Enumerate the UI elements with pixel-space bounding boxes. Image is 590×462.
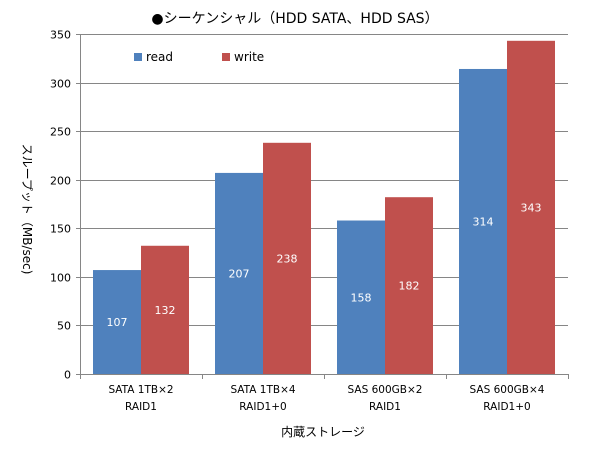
y-axis-ticks: 0 50 100 150 200 250 300 350: [50, 29, 80, 382]
data-label-write: 132: [155, 304, 176, 317]
bar-write: [141, 245, 189, 374]
x-category-label: RAID1+0: [239, 401, 286, 413]
bar-write: [507, 40, 555, 375]
bar-read: [93, 270, 141, 374]
data-label-write: 182: [399, 280, 420, 293]
y-tick-label: 150: [50, 223, 71, 236]
data-label-read: 207: [229, 267, 250, 280]
y-tick-label: 50: [57, 320, 71, 333]
data-label-read: 314: [473, 215, 494, 228]
data-label-write: 238: [277, 252, 298, 265]
bars: [93, 40, 555, 375]
data-label-write: 343: [521, 201, 542, 214]
x-category-label: RAID1+0: [483, 401, 530, 413]
x-category-label: SATA 1TB×2: [108, 384, 173, 396]
data-label-read: 158: [351, 291, 372, 304]
bar-read: [215, 172, 263, 374]
x-category-label: RAID1: [369, 401, 401, 413]
y-tick-label: 300: [50, 78, 71, 91]
bar-write: [263, 142, 311, 374]
x-category-label: RAID1: [125, 401, 157, 413]
y-tick-label: 0: [64, 369, 71, 382]
bar-read: [459, 68, 507, 374]
y-axis-title: スループット（MB/sec): [20, 144, 34, 275]
legend: read write: [134, 50, 264, 64]
x-category-label: SAS 600GB×2: [348, 384, 423, 396]
x-category-label: SATA 1TB×4: [230, 384, 295, 396]
data-label-read: 107: [107, 316, 128, 329]
axes: [80, 34, 569, 379]
bar-write: [385, 197, 433, 374]
legend-swatch-write: [222, 53, 230, 61]
y-tick-label: 350: [50, 29, 71, 42]
x-category-label: SAS 600GB×4: [470, 384, 545, 396]
legend-label-write: write: [234, 50, 264, 64]
legend-label-read: read: [146, 50, 173, 64]
x-axis-category-labels: SATA 1TB×2 RAID1 SATA 1TB×4 RAID1+0 SAS 600G…: [108, 384, 544, 413]
data-labels: 107 132 207 238 158 182 314 343: [107, 201, 542, 329]
legend-swatch-read: [134, 53, 142, 61]
x-axis-title: 内蔵ストレージ: [281, 425, 365, 439]
y-tick-label: 100: [50, 272, 71, 285]
chart-title: ●シーケンシャル（HDD SATA、HDD SAS）: [151, 11, 438, 27]
bar-read: [337, 220, 385, 374]
y-tick-label: 200: [50, 175, 71, 188]
y-tick-label: 250: [50, 126, 71, 139]
